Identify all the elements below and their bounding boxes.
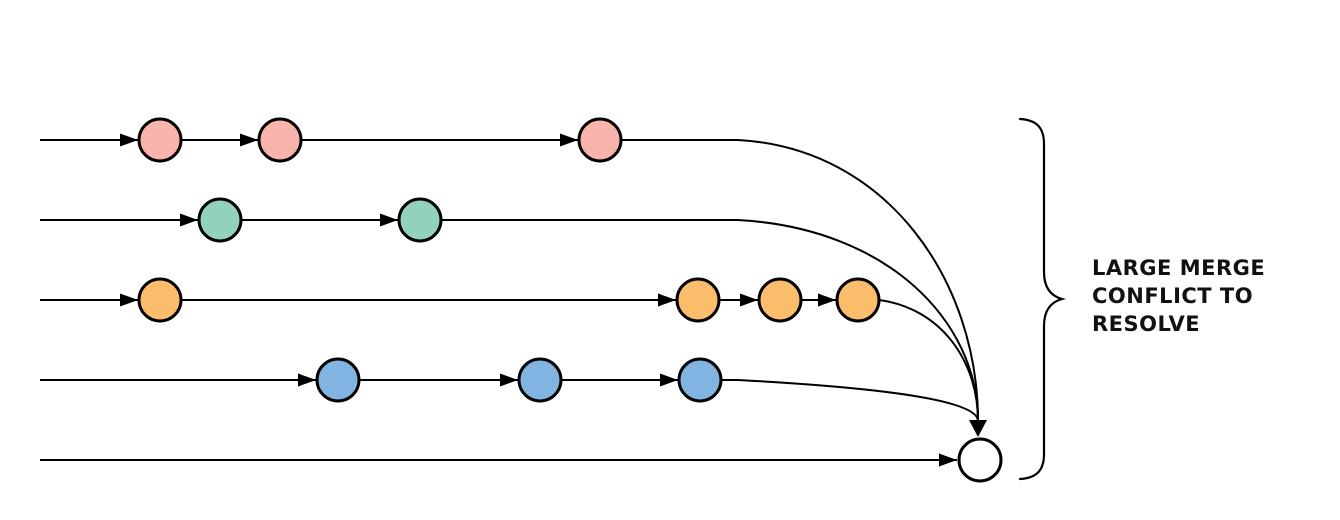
arrowhead-icon: [939, 453, 957, 467]
commit-node: [397, 197, 443, 243]
merge-arrowhead-icon: [969, 420, 987, 437]
arrowhead-icon: [660, 373, 678, 387]
arrowhead-icon: [818, 293, 836, 307]
commit-node: [577, 117, 623, 163]
arrowhead-icon: [240, 133, 258, 147]
annotation-line-3: RESOLVE: [1092, 312, 1201, 336]
commit-node: [757, 277, 803, 323]
merge-curve: [721, 379, 979, 422]
annotation-line-1: LARGE MERGE: [1092, 256, 1266, 280]
arrowhead-icon: [740, 293, 758, 307]
arrowhead-icon: [120, 133, 138, 147]
arrowhead-icon: [180, 213, 198, 227]
commit-node: [137, 277, 183, 323]
commit-node: [835, 277, 881, 323]
commit-node: [517, 357, 563, 403]
commit-node: [315, 357, 361, 403]
merge-curve: [621, 139, 979, 422]
arrowhead-icon: [500, 373, 518, 387]
annotation-line-2: CONFLICT TO: [1092, 284, 1254, 308]
arrowhead-icon: [298, 373, 316, 387]
brace: [1018, 117, 1067, 481]
commit-node: [137, 117, 183, 163]
annotation-label: LARGE MERGE CONFLICT TO RESOLVE: [1092, 254, 1265, 338]
commit-node: [677, 357, 723, 403]
commit-node: [675, 277, 721, 323]
arrowhead-icon: [658, 293, 676, 307]
commit-node: [197, 197, 243, 243]
commit-node: [257, 117, 303, 163]
arrowhead-icon: [380, 213, 398, 227]
merge-curve: [878, 299, 979, 422]
merge-commit-node: [957, 437, 1003, 483]
arrowhead-icon: [120, 293, 138, 307]
arrowhead-icon: [560, 133, 578, 147]
